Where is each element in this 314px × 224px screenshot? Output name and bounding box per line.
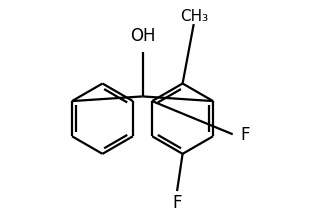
Text: F: F xyxy=(172,194,182,212)
Text: OH: OH xyxy=(130,27,155,45)
Text: F: F xyxy=(241,126,250,144)
Text: CH₃: CH₃ xyxy=(180,9,208,24)
